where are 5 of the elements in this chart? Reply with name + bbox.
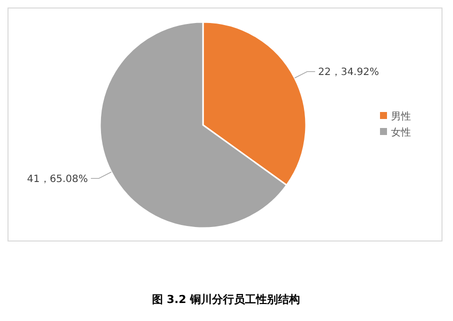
data-label: 22，34.92%	[318, 67, 379, 78]
legend-label: 男性	[391, 110, 411, 122]
data-label: 41，65.08%	[27, 174, 88, 185]
legend-label: 女性	[391, 126, 411, 138]
text: 图 3.2 铜川分行员工性别结构	[152, 293, 300, 306]
